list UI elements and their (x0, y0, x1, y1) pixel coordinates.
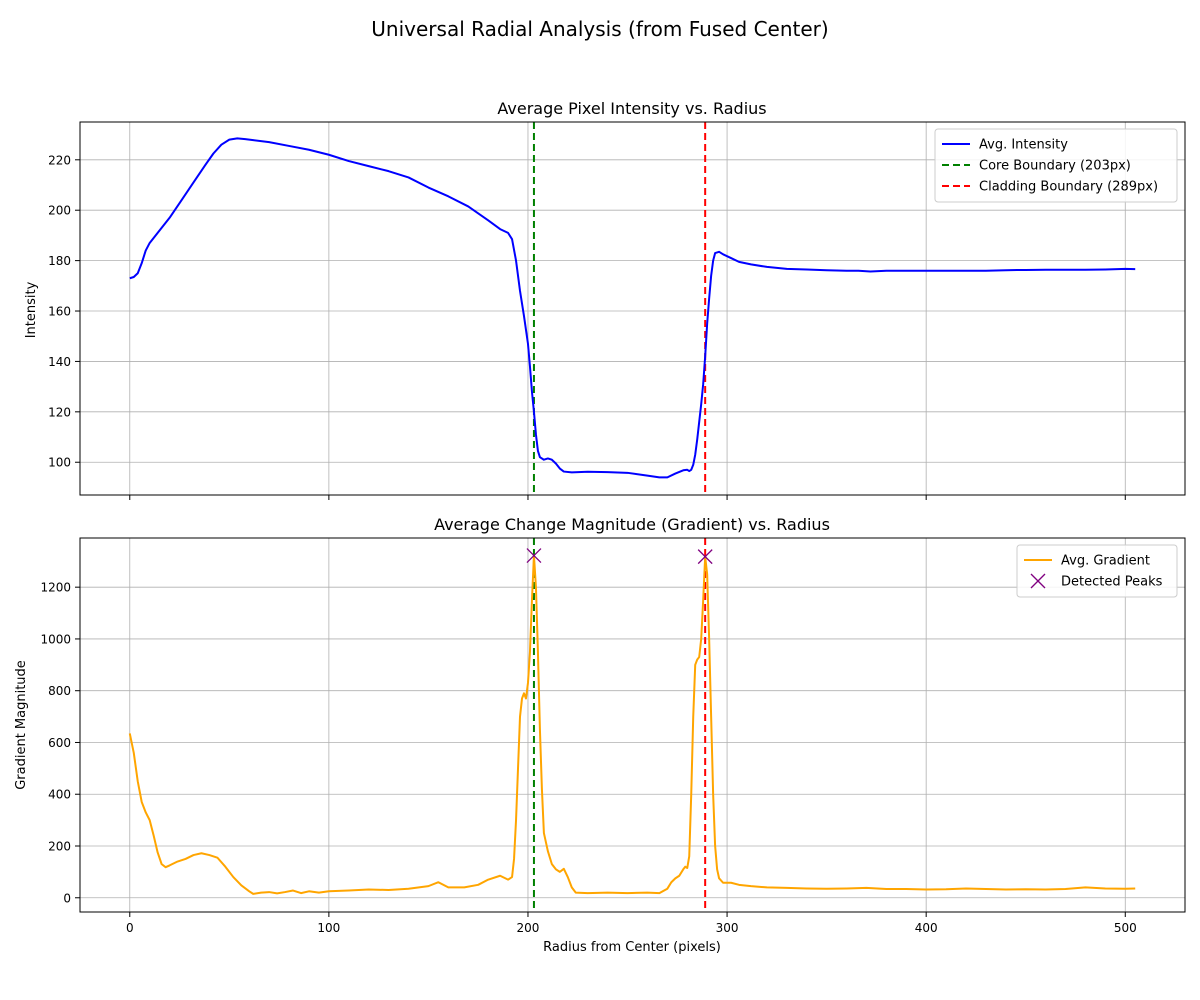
gradient-y-axis-label: Gradient Magnitude (14, 660, 29, 790)
intensity-legend-label: Avg. Intensity (979, 138, 1068, 153)
gradient-legend: Avg. Gradient Detected Peaks (1016, 544, 1178, 598)
gradient-legend-label: Detected Peaks (1061, 575, 1163, 590)
intensity-legend-label: Cladding Boundary (289px) (979, 180, 1158, 195)
gradient-y-tick-label: 1200 (40, 581, 71, 595)
gradient-y-tick-label: 0 (63, 891, 71, 905)
gradient-panel-title: Average Change Magnitude (Gradient) vs. … (434, 515, 830, 534)
gradient-y-tick-label: 400 (48, 788, 71, 802)
intensity-y-tick-label: 200 (48, 204, 71, 218)
intensity-y-tick-label: 120 (48, 405, 71, 419)
gradient-y-tick-label: 1000 (40, 632, 71, 646)
intensity-legend: Avg. Intensity Core Boundary (203px) Cladd… (934, 128, 1178, 203)
intensity-panel: Average Pixel Intensity vs. Radius Inten… (24, 99, 1186, 500)
intensity-plot-data (129, 122, 1136, 495)
gradient-x-tick-label: 0 (126, 921, 134, 935)
gradient-plot-data (128, 538, 1136, 912)
gradient-legend-label: Avg. Gradient (1061, 554, 1150, 569)
intensity-y-tick-label: 140 (48, 355, 71, 369)
gradient-x-tick-label: 300 (716, 921, 739, 935)
gradient-series-line (128, 554, 1136, 895)
intensity-y-tick-label: 100 (48, 456, 71, 470)
intensity-axes-frame (79, 121, 1186, 496)
intensity-y-tick-label: 180 (48, 254, 71, 268)
gradient-peak-marker (526, 548, 542, 564)
gradient-y-tick-label: 600 (48, 736, 71, 750)
intensity-legend-label: Core Boundary (203px) (979, 159, 1131, 174)
intensity-y-axis-label: Intensity (24, 281, 39, 338)
intensity-y-tick-label: 160 (48, 305, 71, 319)
gradient-legend-swatch (1030, 573, 1046, 589)
intensity-y-tick-label: 220 (48, 153, 71, 167)
intensity-panel-title: Average Pixel Intensity vs. Radius (497, 99, 766, 118)
gradient-x-tick-label: 400 (915, 921, 938, 935)
gradient-peak-marker (697, 549, 713, 565)
gradient-x-tick-label: 200 (517, 921, 540, 935)
figure-suptitle: Universal Radial Analysis (from Fused Ce… (371, 17, 828, 41)
gradient-x-tick-label: 100 (317, 921, 340, 935)
gradient-panel: Average Change Magnitude (Gradient) vs. … (14, 515, 1186, 955)
intensity-series-line (129, 137, 1136, 479)
gradient-axes-frame (79, 537, 1186, 913)
gradient-x-axis-label: Radius from Center (pixels) (543, 940, 721, 955)
gradient-y-tick-label: 200 (48, 840, 71, 854)
gradient-x-tick-label: 500 (1114, 921, 1137, 935)
gradient-y-tick-label: 800 (48, 684, 71, 698)
